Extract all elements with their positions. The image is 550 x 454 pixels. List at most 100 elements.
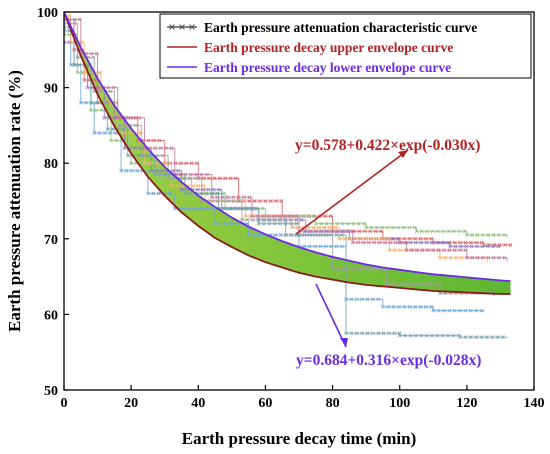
attenuation-marker — [346, 221, 350, 226]
attenuation-marker — [78, 17, 82, 22]
attenuation-marker — [64, 21, 66, 26]
attenuation-marker — [424, 304, 428, 309]
attenuation-marker — [479, 308, 484, 313]
attenuation-marker — [418, 304, 423, 309]
x-tick-label: 80 — [326, 396, 340, 411]
attenuation-marker — [199, 206, 204, 211]
attenuation-marker — [210, 199, 215, 203]
attenuation-marker — [95, 85, 100, 90]
attenuation-marker — [375, 236, 379, 241]
attenuation-marker — [474, 335, 479, 339]
attenuation-marker — [323, 233, 328, 237]
attenuation-marker — [72, 63, 76, 67]
attenuation-marker — [99, 108, 104, 113]
attenuation-marker — [496, 244, 501, 249]
attenuation-marker — [485, 244, 490, 249]
attenuation-marker — [372, 240, 377, 245]
attenuation-marker — [313, 244, 317, 249]
attenuation-marker — [452, 248, 457, 253]
attenuation-marker — [407, 304, 412, 309]
attenuation-marker — [324, 221, 329, 226]
attenuation-marker — [189, 172, 193, 177]
attenuation-marker — [225, 195, 230, 200]
attenuation-marker — [85, 85, 90, 90]
attenuation-marker — [397, 333, 402, 338]
attenuation-marker — [330, 267, 335, 271]
attenuation-marker — [408, 240, 413, 245]
attenuation-marker — [201, 183, 206, 188]
attenuation-marker — [340, 229, 344, 234]
attenuation-marker — [328, 214, 333, 219]
attenuation-marker — [142, 153, 146, 158]
attenuation-marker — [376, 331, 381, 336]
attenuation-marker — [475, 244, 479, 249]
attenuation-marker — [469, 308, 473, 313]
attenuation-marker — [72, 17, 77, 22]
attenuation-marker — [377, 240, 382, 245]
attenuation-marker — [429, 236, 434, 241]
attenuation-marker — [415, 248, 420, 253]
attenuation-marker — [302, 244, 307, 249]
y-axis-title: Earth pressure attenuation rate (%) — [5, 70, 24, 332]
attenuation-marker — [252, 199, 257, 203]
attenuation-marker — [258, 199, 262, 203]
attenuation-marker — [199, 172, 204, 177]
attenuation-marker — [481, 233, 485, 237]
attenuation-marker — [221, 191, 226, 196]
attenuation-marker — [387, 331, 391, 336]
attenuation-marker — [146, 191, 150, 196]
attenuation-marker — [430, 333, 434, 338]
attenuation-marker — [205, 206, 209, 211]
attenuation-marker — [188, 191, 193, 196]
attenuation-marker — [357, 229, 362, 234]
attenuation-marker — [206, 187, 211, 192]
attenuation-curve-3 — [64, 34, 508, 238]
attenuation-marker — [273, 233, 278, 237]
attenuation-marker — [75, 70, 80, 75]
attenuation-marker — [189, 161, 194, 166]
attenuation-marker — [354, 297, 359, 302]
attenuation-marker — [495, 335, 500, 339]
attenuation-marker — [78, 100, 83, 105]
x-tick-label: 60 — [258, 396, 272, 411]
attenuation-marker — [294, 218, 299, 222]
attenuation-marker — [276, 214, 281, 219]
attenuation-marker — [386, 304, 391, 309]
attenuation-marker — [373, 229, 378, 234]
x-tick-label: 0 — [61, 396, 68, 411]
attenuation-marker — [411, 282, 416, 287]
attenuation-marker — [246, 233, 251, 237]
x-tick-label: 120 — [456, 396, 477, 411]
attenuation-marker — [164, 146, 168, 150]
attenuation-marker — [135, 168, 140, 173]
attenuation-marker — [491, 244, 495, 249]
attenuation-marker — [274, 199, 279, 203]
attenuation-marker — [381, 331, 386, 336]
attenuation-marker — [341, 267, 346, 271]
attenuation-marker — [123, 123, 127, 128]
attenuation-marker — [182, 191, 187, 196]
attenuation-marker — [184, 161, 189, 166]
attenuation-marker — [108, 89, 113, 94]
attenuation-marker — [453, 244, 458, 249]
attenuation-marker — [354, 331, 359, 336]
attenuation-marker — [369, 225, 374, 230]
y-tick-label: 90 — [44, 82, 58, 97]
attenuation-marker — [402, 236, 407, 241]
attenuation-marker — [396, 225, 401, 230]
attenuation-marker — [346, 267, 351, 271]
attenuation-marker — [469, 240, 473, 245]
attenuation-marker — [88, 108, 93, 113]
attenuation-marker — [373, 267, 378, 271]
attenuation-marker — [166, 176, 170, 181]
lower-envelope-line — [64, 12, 511, 282]
attenuation-marker — [217, 176, 222, 181]
attenuation-marker — [105, 127, 110, 132]
attenuation-marker — [349, 331, 354, 336]
attenuation-marker — [497, 255, 501, 260]
attenuation-marker — [126, 115, 131, 120]
attenuation-marker — [419, 229, 424, 234]
attenuation-marker — [323, 214, 328, 219]
attenuation-marker — [404, 240, 409, 245]
attenuation-marker — [221, 206, 226, 211]
